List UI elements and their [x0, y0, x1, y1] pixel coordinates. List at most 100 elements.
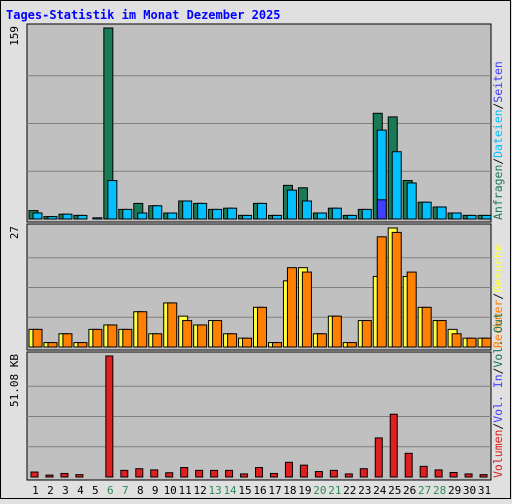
x-tick-label: 21 — [328, 484, 341, 497]
bar-Rechner-day-22 — [346, 342, 357, 348]
bar-Rechner-day-17 — [271, 342, 282, 348]
bar-Rechner-day-20 — [316, 333, 327, 348]
bar-Volumen-day-9 — [150, 469, 159, 478]
panel-side-legend: Anfragen/Dateien/Seiten — [491, 61, 505, 220]
bar-Rechner-day-3 — [62, 333, 73, 348]
bar-Dateien-day-25 — [391, 151, 402, 220]
legend-entry: Vol. Out — [491, 312, 505, 367]
bar-Volumen-day-2 — [45, 474, 54, 478]
bar-Rechner-day-7 — [122, 328, 133, 348]
bar-Rechner-day-30 — [466, 337, 477, 348]
bar-Rechner-day-2 — [47, 342, 58, 348]
bar-Rechner-day-31 — [481, 337, 492, 348]
bar-Dateien-day-30 — [466, 214, 477, 220]
bar-Volumen-day-18 — [284, 461, 293, 478]
bar-Volumen-day-27 — [419, 465, 428, 478]
x-axis-labels: 1 2 3 4 5 6 7 8 9 10 11 12 13 14 15 16 17 18 19 20 21 22 23 24 2… — [32, 484, 491, 497]
bar-Rechner-day-10 — [167, 302, 178, 348]
legend-entry: Seiten — [491, 61, 505, 103]
x-tick-label: 3 — [62, 484, 69, 497]
bar-Rechner-day-15 — [242, 337, 253, 348]
bar-Rechner-day-28 — [436, 320, 447, 348]
bar-Dateien-day-29 — [451, 212, 462, 220]
bar-Dateien-day-19 — [301, 200, 312, 220]
x-tick-label: 27 — [418, 484, 431, 497]
bar-Dateien-day-23 — [361, 208, 372, 220]
bar-Volumen-day-24 — [374, 437, 383, 478]
bar-Rechner-day-16 — [257, 306, 268, 348]
x-tick-label: 20 — [313, 484, 326, 497]
bar-Dateien-day-1 — [32, 212, 43, 220]
bar-Rechner-day-24 — [376, 236, 387, 348]
x-tick-label: 13 — [208, 484, 221, 497]
bar-Rechner-day-8 — [137, 311, 148, 348]
bar-Volumen-day-16 — [255, 467, 264, 478]
x-tick-label: 23 — [358, 484, 371, 497]
bar-Volumen-day-17 — [269, 472, 278, 478]
panel-max-label: 159 — [8, 26, 21, 46]
x-tick-label: 30 — [463, 484, 476, 497]
bar-Rechner-day-5 — [92, 328, 103, 348]
panel-side-legend: Rechner/Besuche — [491, 244, 505, 348]
x-tick-label: 18 — [283, 484, 296, 497]
bar-Dateien-day-9 — [152, 205, 163, 220]
bar-Volumen-day-21 — [329, 469, 338, 478]
x-tick-label: 12 — [194, 484, 207, 497]
bar-Volumen-day-7 — [120, 469, 129, 478]
bar-Dateien-day-5 — [92, 217, 103, 220]
legend-entry: Anfragen — [491, 165, 505, 220]
legend-entry: Besuche — [491, 244, 505, 293]
panel-visits: 27 Rechner/Besuche — [8, 223, 505, 351]
bar-Rechner-day-4 — [77, 342, 88, 348]
bar-Seiten-day-24 — [376, 199, 387, 220]
bar-Rechner-day-1 — [32, 328, 43, 348]
bar-Rechner-day-13 — [212, 320, 223, 348]
x-tick-label: 5 — [92, 484, 99, 497]
x-tick-label: 8 — [137, 484, 144, 497]
bar-Volumen-day-11 — [180, 467, 189, 478]
bar-Rechner-day-6 — [107, 324, 118, 348]
x-tick-label: 9 — [152, 484, 159, 497]
bar-Volumen-day-20 — [314, 471, 323, 478]
legend-entry: Volumen — [491, 430, 505, 478]
bar-Dateien-day-7 — [122, 208, 133, 220]
bar-Volumen-day-10 — [165, 472, 174, 478]
bar-Dateien-day-22 — [346, 214, 357, 220]
bar-Dateien-day-15 — [242, 214, 253, 220]
bar-Dateien-day-2 — [47, 216, 58, 220]
bar-Rechner-day-11 — [182, 320, 193, 348]
bar-Dateien-day-14 — [227, 207, 238, 220]
bar-Rechner-day-26 — [406, 271, 417, 348]
x-tick-label: 10 — [164, 484, 177, 497]
bar-Volumen-day-31 — [479, 474, 488, 478]
x-tick-label: 15 — [238, 484, 251, 497]
bar-Dateien-day-16 — [257, 202, 268, 220]
chart-panels: 159Anfragen/Dateien/Seiten27Rechner/Besu… — [8, 23, 505, 481]
bar-Dateien-day-17 — [271, 214, 282, 220]
legend-entry: / — [491, 158, 505, 165]
bar-Dateien-day-6 — [107, 180, 118, 220]
bar-Volumen-day-6 — [105, 355, 114, 478]
bar-Volumen-day-13 — [210, 469, 219, 478]
bar-Rechner-day-12 — [197, 324, 208, 348]
bar-Dateien-day-13 — [212, 208, 223, 220]
bar-Volumen-day-26 — [404, 452, 413, 478]
x-tick-label: 6 — [107, 484, 114, 497]
bar-Dateien-day-12 — [197, 202, 208, 220]
bar-Volumen-day-14 — [225, 469, 234, 478]
x-tick-label: 16 — [253, 484, 266, 497]
bar-Volumen-day-22 — [344, 473, 353, 478]
x-tick-label: 7 — [122, 484, 129, 497]
bar-Dateien-day-21 — [331, 207, 342, 220]
bar-Volumen-day-15 — [240, 473, 249, 478]
x-tick-label: 28 — [433, 484, 446, 497]
x-tick-label: 25 — [388, 484, 401, 497]
bar-Rechner-day-27 — [421, 306, 432, 348]
panel-side-legend: Volumen/Vol. In/Vol. Out — [491, 312, 505, 478]
x-tick-label: 11 — [179, 484, 192, 497]
legend-entry: / — [491, 293, 505, 300]
bar-Volumen-day-3 — [60, 472, 69, 478]
x-tick-label: 22 — [343, 484, 356, 497]
bar-Rechner-day-29 — [451, 333, 462, 348]
